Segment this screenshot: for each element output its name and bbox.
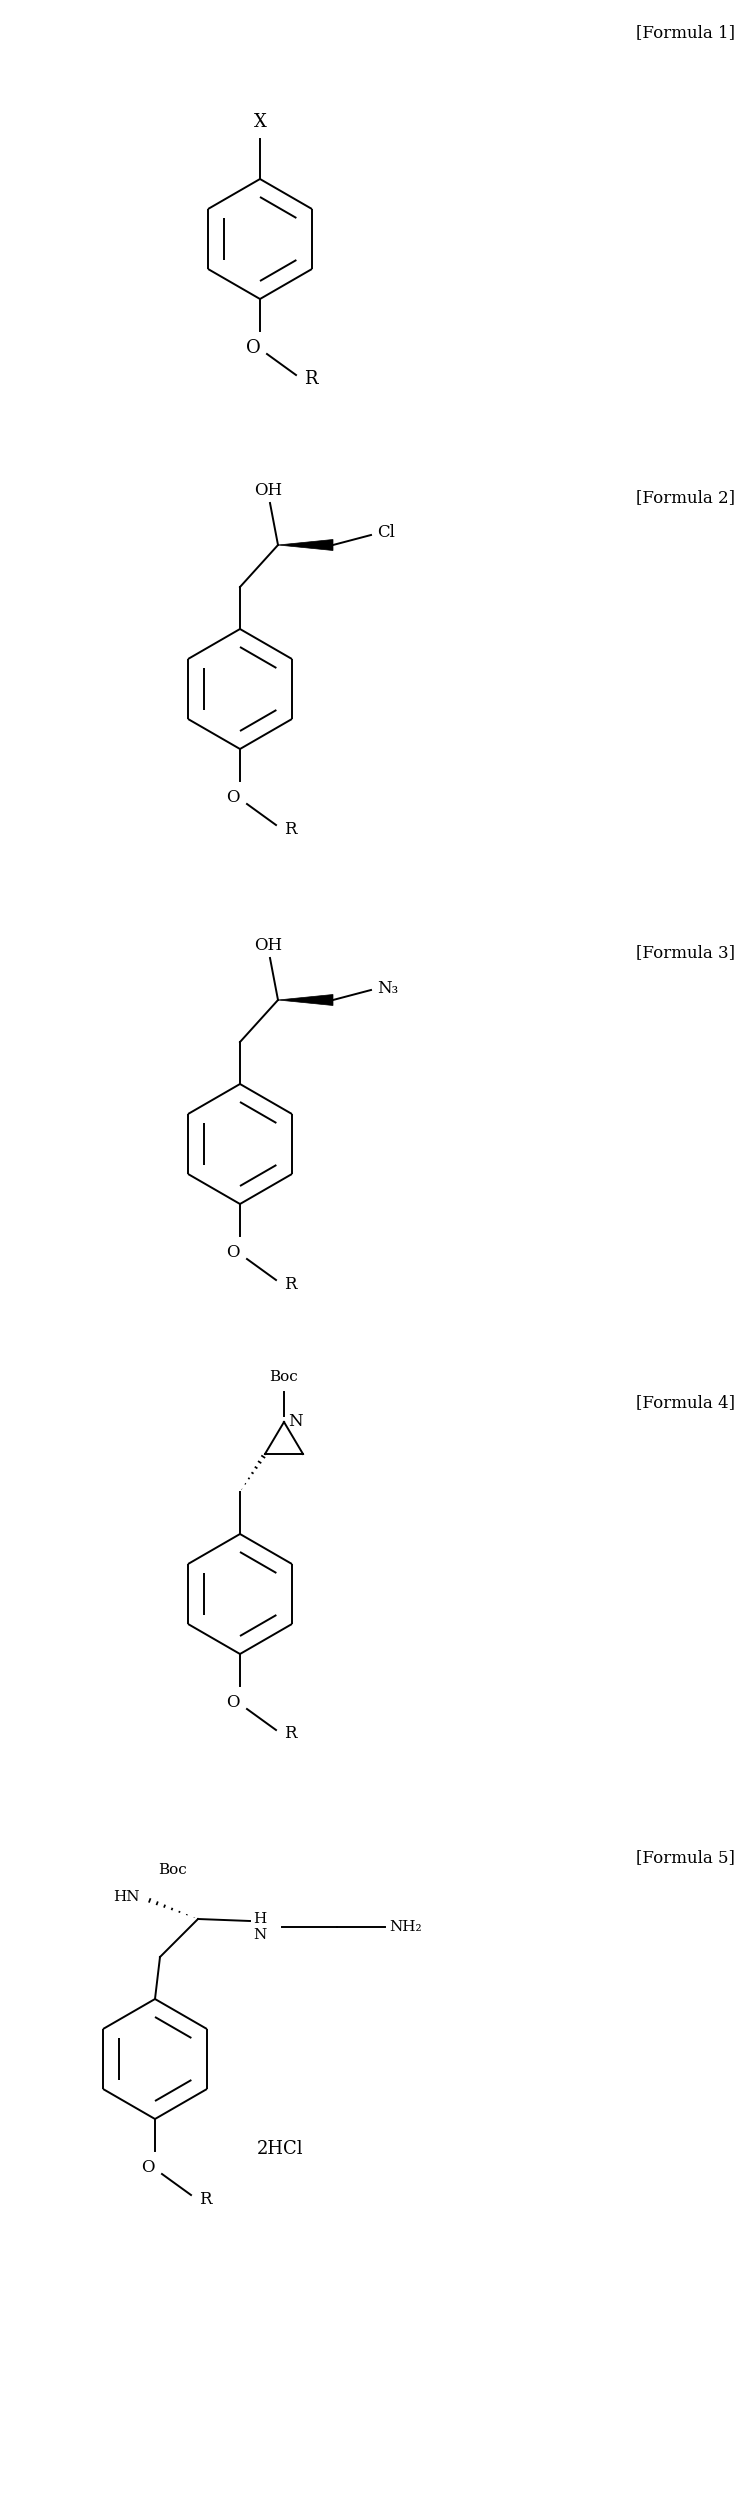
Text: N₃: N₃ xyxy=(377,979,399,996)
Text: Boc: Boc xyxy=(158,1864,187,1877)
Text: R: R xyxy=(284,1726,297,1741)
Text: O: O xyxy=(226,1244,240,1262)
Text: R: R xyxy=(304,369,317,389)
Text: HN: HN xyxy=(113,1889,140,1904)
Text: [Formula 3]: [Formula 3] xyxy=(636,943,735,961)
Text: R: R xyxy=(199,2190,212,2208)
Text: N: N xyxy=(288,1413,302,1430)
Text: OH: OH xyxy=(254,936,282,953)
Text: H: H xyxy=(253,1912,266,1927)
Text: N: N xyxy=(253,1927,266,1942)
Text: O: O xyxy=(226,1694,240,1711)
Text: R: R xyxy=(284,820,297,838)
Text: R: R xyxy=(284,1275,297,1292)
Text: 2HCl: 2HCl xyxy=(257,2140,303,2158)
Text: NH₂: NH₂ xyxy=(389,1919,422,1934)
Polygon shape xyxy=(278,539,333,549)
Text: OH: OH xyxy=(254,482,282,499)
Text: O: O xyxy=(226,788,240,805)
Text: Cl: Cl xyxy=(377,524,395,542)
Text: O: O xyxy=(142,2160,155,2175)
Polygon shape xyxy=(278,994,333,1006)
Text: Boc: Boc xyxy=(270,1370,299,1385)
Text: X: X xyxy=(253,113,267,130)
Text: [Formula 1]: [Formula 1] xyxy=(636,25,735,40)
Text: O: O xyxy=(246,339,260,356)
Text: [Formula 4]: [Formula 4] xyxy=(636,1395,735,1410)
Text: [Formula 2]: [Formula 2] xyxy=(636,489,735,507)
Text: [Formula 5]: [Formula 5] xyxy=(636,1849,735,1867)
